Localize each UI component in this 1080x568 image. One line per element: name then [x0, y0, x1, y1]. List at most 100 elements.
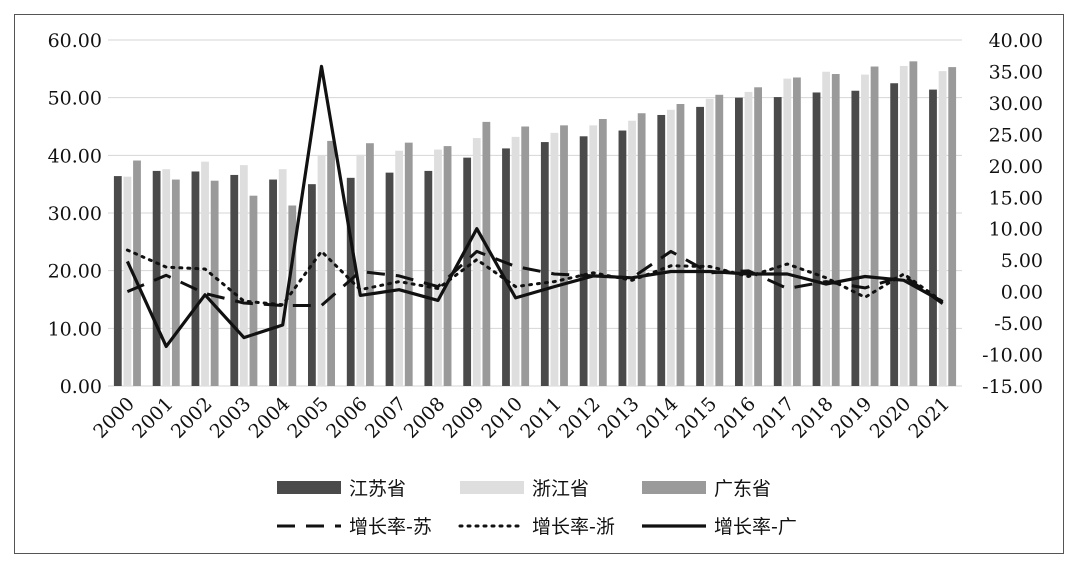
- x-tick-label: 2011: [516, 393, 566, 443]
- bar-广东省-2015: [715, 94, 724, 387]
- bar-江苏省-2004: [269, 179, 277, 386]
- chart-frame: 0.00 10.00 20.00 30.00 40.00 50.00 60.00 -15.0…: [14, 14, 1064, 554]
- bar-广东省-2010: [521, 126, 530, 386]
- bar-江苏省-2014: [657, 114, 666, 386]
- bars-layer: [113, 61, 957, 387]
- y-axis-right-ticks: -15.00 -10.00 -5.00 0.00 5.00 10.00 15.00 20.00…: [982, 30, 1043, 398]
- x-tick-label: 2005: [283, 393, 333, 443]
- bar-江苏省-2008: [424, 170, 433, 386]
- bar-浙江省-2007: [395, 150, 404, 386]
- y-tick-label: 20.00: [48, 261, 102, 283]
- y2-tick-label: -5.00: [994, 313, 1043, 335]
- bar-浙江省-2013: [628, 120, 636, 386]
- bar-江苏省-2009: [463, 157, 472, 386]
- bar-浙江省-2009: [472, 138, 481, 386]
- x-axis-ticks: 2000200120022003200420052006200720082009…: [89, 393, 954, 443]
- bar-浙江省-2020: [899, 65, 908, 386]
- legend-label-江苏省: 江苏省: [349, 478, 406, 500]
- bar-广东省-2009: [482, 121, 491, 387]
- y2-tick-label: 25.00: [989, 124, 1043, 146]
- y2-tick-label: 20.00: [989, 156, 1043, 178]
- bar-浙江省-2018: [822, 71, 831, 386]
- y-tick-label: 50.00: [48, 88, 102, 110]
- bar-浙江省-2021: [938, 71, 947, 386]
- legend-swatch-江苏省: [277, 481, 341, 494]
- bar-江苏省-2015: [696, 106, 704, 386]
- bar-江苏省-2010: [502, 148, 510, 386]
- lines-layer: [125, 64, 945, 348]
- bar-浙江省-2005: [317, 155, 326, 386]
- bar-浙江省-2004: [278, 169, 287, 386]
- x-tick-label: 2009: [439, 393, 489, 443]
- x-tick-label: 2018: [788, 393, 838, 443]
- y2-tick-label: 10.00: [989, 219, 1043, 241]
- x-tick-label: 2020: [866, 393, 916, 443]
- line-增长率-浙: [125, 248, 945, 307]
- bar-江苏省-2005: [308, 184, 316, 386]
- x-tick-label: 2002: [167, 393, 217, 443]
- bar-广东省-2008: [443, 146, 452, 386]
- y2-tick-label: 5.00: [1001, 250, 1043, 272]
- bar-江苏省-2002: [191, 171, 200, 386]
- legend-label-浙江省: 浙江省: [532, 478, 589, 500]
- line-增长率-苏: [126, 249, 944, 307]
- x-tick-label: 2019: [827, 393, 877, 443]
- bar-广东省-2013: [637, 113, 646, 386]
- bar-广东省-2005: [327, 140, 335, 386]
- bar-江苏省-2016: [735, 97, 743, 387]
- x-tick-label: 2013: [594, 393, 644, 443]
- x-tick-label: 2008: [400, 393, 450, 443]
- bar-江苏省-2000: [113, 176, 122, 386]
- bar-广东省-2012: [598, 119, 607, 387]
- legend-label-增长率-广: 增长率-广: [714, 516, 797, 538]
- y-axis-left-ticks: 0.00 10.00 20.00 30.00 40.00 50.00 60.00: [48, 30, 102, 398]
- bar-广东省-2007: [404, 142, 413, 386]
- bar-广东省-2021: [948, 67, 957, 386]
- bar-广东省-2014: [676, 104, 685, 386]
- bar-广东省-2019: [870, 66, 879, 386]
- x-tick-label: 2010: [477, 393, 527, 443]
- x-tick-label: 2000: [89, 393, 139, 443]
- x-tick-label: 2004: [244, 393, 294, 443]
- y-tick-label: 30.00: [48, 203, 102, 225]
- bar-广东省-2000: [133, 160, 141, 386]
- bar-浙江省-2011: [550, 132, 559, 386]
- bar-广东省-2002: [210, 180, 219, 386]
- bar-广东省-2017: [793, 77, 801, 386]
- y2-tick-label: 35.00: [989, 61, 1043, 83]
- bar-浙江省-2016: [744, 91, 753, 387]
- legend-swatch-广东省: [642, 481, 706, 494]
- bar-浙江省-2010: [511, 136, 520, 386]
- line-增长率-广: [125, 64, 944, 348]
- x-tick-label: 2007: [361, 393, 411, 443]
- bar-江苏省-2021: [929, 89, 937, 387]
- bar-广东省-2018: [831, 74, 840, 387]
- bar-江苏省-2007: [385, 172, 394, 386]
- y-tick-label: 10.00: [48, 318, 102, 340]
- y2-tick-label: 15.00: [989, 187, 1043, 209]
- bar-浙江省-2017: [783, 78, 792, 387]
- bar-江苏省-2017: [773, 97, 782, 386]
- bar-广东省-2011: [560, 125, 568, 386]
- bar-浙江省-2015: [705, 98, 714, 386]
- legend-label-增长率-浙: 增长率-浙: [532, 516, 615, 538]
- x-tick-label: 2017: [749, 393, 799, 443]
- y2-tick-label: 0.00: [1001, 282, 1043, 304]
- bar-浙江省-2019: [861, 74, 869, 386]
- legend-label-广东省: 广东省: [714, 478, 771, 500]
- y2-tick-label: -10.00: [982, 345, 1043, 367]
- legend-swatch-浙江省: [460, 481, 524, 494]
- x-tick-label: 2021: [904, 393, 954, 443]
- x-tick-label: 2015: [671, 393, 721, 443]
- y2-tick-label: 40.00: [989, 30, 1043, 52]
- x-tick-label: 2001: [128, 393, 178, 443]
- bar-江苏省-2006: [346, 177, 355, 386]
- bar-江苏省-2003: [230, 174, 239, 386]
- y-tick-label: 40.00: [48, 145, 102, 167]
- bar-江苏省-2013: [618, 130, 627, 386]
- bar-浙江省-2014: [666, 109, 675, 386]
- y-tick-label: 0.00: [60, 376, 102, 398]
- x-tick-label: 2016: [710, 393, 760, 443]
- bar-浙江省-2003: [239, 165, 248, 386]
- bar-广东省-2004: [288, 205, 297, 386]
